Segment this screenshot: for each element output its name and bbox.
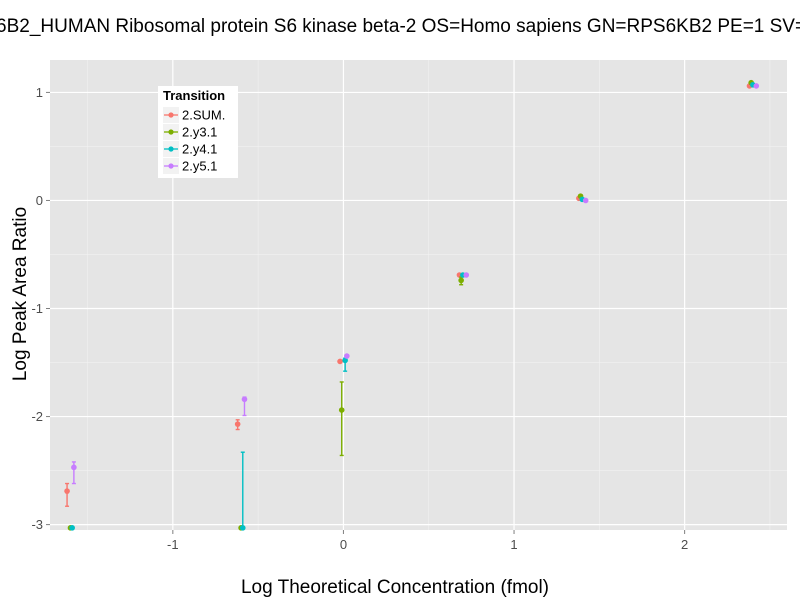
y-tick-label: -2 <box>31 409 43 424</box>
data-point <box>338 407 345 413</box>
legend-item: 2.SUM. <box>163 107 225 123</box>
x-axis-label: Log Theoretical Concentration (fmol) <box>241 577 549 598</box>
data-point <box>458 277 464 284</box>
y-axis: -3 -2 -1 0 1 <box>31 85 50 532</box>
data-point <box>342 357 348 364</box>
data-point <box>241 396 248 403</box>
x-tick-label: -1 <box>167 537 179 552</box>
legend-title: Transition <box>163 88 225 103</box>
legend-label: 2.SUM. <box>182 108 225 123</box>
x-tick-label: 2 <box>681 537 688 552</box>
legend-label: 2.y3.1 <box>182 125 217 140</box>
legend-item: 2.y3.1 <box>163 124 217 140</box>
legend-item: 2.y4.1 <box>163 141 217 157</box>
legend-key-point <box>168 163 174 169</box>
x-axis: -1 0 1 2 <box>167 530 688 552</box>
data-point <box>69 525 75 531</box>
data-point <box>463 272 470 278</box>
series-2-y5-1 <box>71 83 760 485</box>
data-point <box>71 464 77 471</box>
series-2-sum <box>64 83 753 507</box>
y-tick-label: 0 <box>36 193 43 208</box>
data-point <box>582 197 589 204</box>
x-tick-label: 1 <box>510 537 517 552</box>
legend-key-point <box>168 129 174 135</box>
legend: Transition 2.SUM. 2.y3.1 2.y4.1 2.y5.1 <box>158 86 238 178</box>
y-axis-label: Log Peak Area Ratio <box>10 207 31 381</box>
legend-key-point <box>168 112 174 118</box>
legend-key-point <box>168 146 174 152</box>
data-point <box>64 488 70 494</box>
y-tick-label: 1 <box>36 85 43 100</box>
legend-item: 2.y5.1 <box>163 158 217 174</box>
y-tick-label: -1 <box>31 301 43 316</box>
data-marks <box>64 79 760 531</box>
legend-label: 2.y5.1 <box>182 159 217 174</box>
data-point <box>344 353 350 359</box>
data-point <box>239 525 246 531</box>
y-tick-label: -3 <box>31 517 43 532</box>
data-point <box>753 83 760 89</box>
data-point <box>234 421 241 427</box>
x-tick-label: 0 <box>340 537 347 552</box>
chart-title: S6B2_HUMAN Ribosomal protein S6 kinase b… <box>0 16 800 37</box>
legend-label: 2.y4.1 <box>182 142 217 157</box>
data-point <box>337 358 343 365</box>
